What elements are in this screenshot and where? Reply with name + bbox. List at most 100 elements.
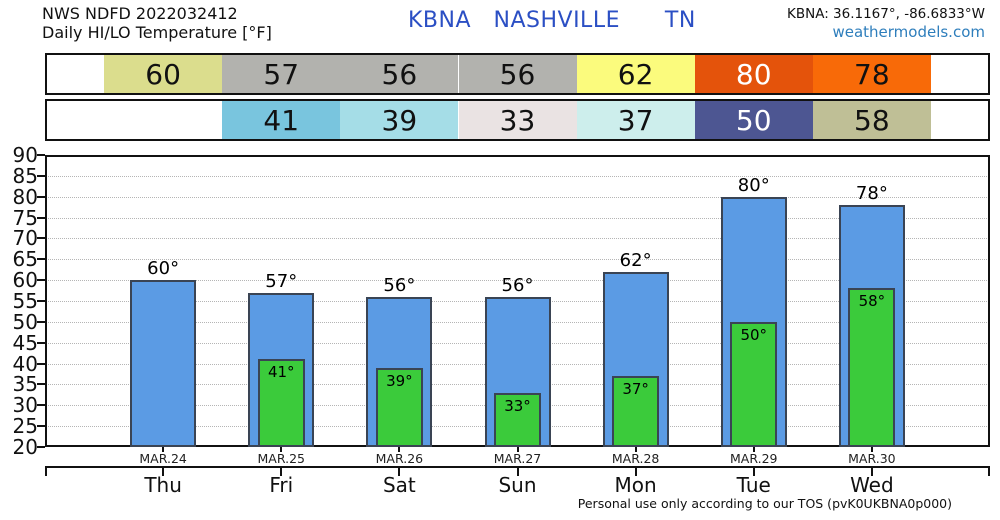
date-label-mar-24: MAR.24: [139, 451, 187, 466]
y-tick-label-55: 55: [12, 289, 38, 313]
low-bar-mon: [612, 376, 660, 447]
day-label-thu: Thu: [144, 473, 182, 497]
date-tick-mar-30: [870, 447, 873, 452]
day-tick-wed: [870, 466, 873, 476]
date-tick-mar-28: [634, 447, 637, 452]
y-tick-label-35: 35: [12, 372, 38, 397]
date-label-mar-25: MAR.25: [257, 451, 305, 466]
high-bar-thu: [130, 280, 197, 447]
day-label-sun: Sun: [498, 473, 537, 497]
weathermodels-link[interactable]: weathermodels.com: [832, 23, 985, 41]
y-tick-label-60: 60: [12, 268, 38, 293]
date-label-mar-27: MAR.27: [493, 451, 542, 466]
date-label-mar-29: MAR.29: [730, 451, 778, 466]
day-label-mon: Mon: [614, 473, 657, 497]
y-tick-label-80: 80: [12, 184, 38, 209]
day-label-tue: Tue: [736, 473, 771, 497]
high-strip-cell-wed: 78: [812, 55, 931, 93]
date-tick-mar-27: [516, 447, 519, 452]
high-strip-cell-sun: 56: [458, 55, 577, 93]
y-tick-mark-80: [37, 195, 45, 198]
date-tick-mar-26: [398, 447, 401, 452]
y-tick-mark-25: [37, 425, 45, 428]
tos-note: Personal use only according to our TOS (…: [577, 496, 952, 511]
y-tick-label-85: 85: [12, 163, 38, 188]
y-tick-label-65: 65: [12, 247, 38, 272]
y-tick-mark-90: [37, 154, 45, 156]
y-tick-mark-50: [37, 320, 45, 323]
low-value-label-tue: 50°: [740, 325, 768, 344]
y-tick-label-75: 75: [12, 205, 38, 230]
y-tick-label-50: 50: [12, 309, 38, 334]
low-value-label-fri: 41°: [267, 363, 295, 382]
y-tick-mark-65: [37, 258, 45, 261]
y-tick-label-40: 40: [12, 351, 38, 376]
low-strip-cell-fri: 41: [222, 101, 341, 139]
high-value-label-sun: 56°: [501, 274, 534, 296]
gridline-80: [48, 196, 987, 198]
y-tick-mark-75: [37, 216, 45, 219]
low-bar-fri: [257, 359, 305, 447]
high-value-label-tue: 80°: [737, 174, 770, 196]
day-label-sat: Sat: [382, 473, 416, 497]
day-axis-end-tick-0: [45, 466, 47, 476]
header-right: KBNA: 36.1167°, -86.6833°W weathermodels…: [787, 5, 985, 41]
station-coords: KBNA: 36.1167°, -86.6833°W: [786, 6, 985, 22]
day-tick-thu: [162, 466, 165, 476]
day-tick-tue: [752, 466, 755, 476]
y-tick-mark-55: [37, 300, 45, 302]
header-left: NWS NDFD 2022032412 Daily HI/LO Temperat…: [42, 4, 272, 42]
high-value-label-fri: 57°: [265, 270, 298, 292]
low-bar-tue: [730, 321, 778, 447]
high-strip-cell-tue: 80: [694, 55, 813, 93]
high-strip-cell-mon: 62: [576, 55, 695, 93]
low-value-label-mon: 37°: [622, 380, 649, 399]
gridline-70: [48, 238, 987, 240]
date-label-mar-26: MAR.26: [375, 451, 424, 466]
y-tick-label-90: 90: [12, 143, 38, 167]
gridline-85: [48, 175, 987, 177]
y-tick-mark-85: [37, 174, 45, 177]
day-tick-sat: [398, 466, 401, 476]
high-value-label-mon: 62°: [619, 249, 652, 271]
high-strip-cell-thu: 60: [104, 55, 223, 93]
low-temps-strip: 41 39 33 37 50 58: [45, 99, 990, 141]
y-tick-mark-70: [37, 237, 45, 240]
model-run-label: NWS NDFD 2022032412: [42, 4, 238, 23]
day-label-fri: Fri: [269, 473, 294, 497]
high-temps-strip: 60 57 56 56 62 80 78: [45, 53, 990, 95]
low-value-label-wed: 58°: [858, 292, 886, 311]
high-strip-cell-sat: 56: [340, 55, 459, 93]
date-label-mar-28: MAR.28: [611, 451, 660, 466]
y-tick-mark-45: [37, 341, 45, 344]
gridline-65: [48, 259, 987, 261]
day-tick-mon: [634, 466, 637, 476]
low-strip-cell-tue: 50: [694, 101, 813, 139]
y-tick-mark-30: [37, 404, 45, 407]
day-axis-end-tick-1: [988, 466, 990, 476]
day-label-wed: Wed: [850, 473, 894, 497]
date-tick-mar-25: [280, 447, 283, 452]
low-bar-sun: [494, 392, 541, 447]
gridline-60: [48, 280, 987, 282]
y-tick-label-30: 30: [12, 393, 38, 418]
high-strip-cell-fri: 57: [222, 55, 341, 93]
low-value-label-sat: 39°: [386, 371, 413, 390]
y-tick-label-70: 70: [12, 226, 38, 251]
y-tick-mark-35: [37, 383, 45, 386]
day-tick-sun: [516, 466, 519, 476]
temperature-bar-chart: 60° 57° 41° 56° 39° 56° 33° 62° 37° 80° 50° 78° 58°: [45, 155, 990, 447]
date-label-mar-30: MAR.30: [848, 451, 896, 466]
date-tick-mar-29: [752, 447, 755, 452]
low-value-label-sun: 33°: [504, 396, 531, 415]
low-strip-cell-sat: 39: [340, 101, 459, 139]
y-tick-label-45: 45: [12, 330, 38, 355]
y-tick-label-25: 25: [12, 414, 38, 439]
low-strip-cell-sun: 33: [458, 101, 577, 139]
station-title: KBNA NASHVILLE TN: [408, 8, 696, 33]
day-tick-fri: [280, 466, 283, 476]
y-tick-mark-20: [37, 446, 45, 448]
y-tick-label-20: 20: [12, 435, 38, 459]
y-tick-mark-60: [37, 279, 45, 282]
